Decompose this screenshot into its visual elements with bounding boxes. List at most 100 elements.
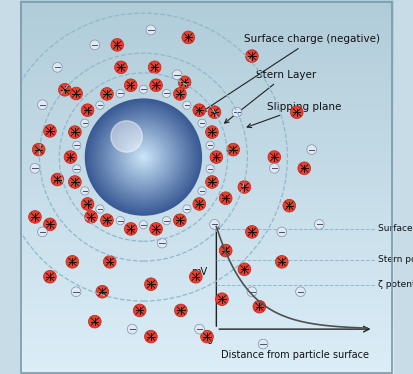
Circle shape — [98, 112, 188, 202]
Bar — [20, 148, 393, 150]
Bar — [20, 122, 393, 123]
Circle shape — [95, 109, 191, 205]
Bar — [20, 137, 393, 138]
Bar — [20, 54, 393, 56]
Bar — [20, 144, 393, 146]
Circle shape — [181, 31, 194, 44]
Bar — [20, 75, 393, 77]
Bar — [20, 71, 393, 73]
Circle shape — [245, 50, 258, 62]
Bar — [20, 288, 393, 290]
Bar — [20, 344, 393, 346]
Bar — [20, 254, 393, 256]
Circle shape — [127, 324, 137, 334]
Bar — [20, 247, 393, 249]
Bar — [20, 314, 393, 316]
Circle shape — [106, 120, 180, 194]
Circle shape — [208, 106, 220, 119]
Circle shape — [100, 214, 113, 227]
Bar — [20, 202, 393, 204]
Bar — [20, 185, 393, 187]
Circle shape — [112, 126, 175, 188]
Circle shape — [138, 152, 148, 162]
Circle shape — [116, 130, 170, 184]
Bar — [20, 333, 393, 335]
Circle shape — [215, 293, 228, 306]
Bar — [20, 361, 393, 363]
Circle shape — [148, 61, 161, 74]
Bar — [20, 239, 393, 241]
Circle shape — [72, 141, 81, 150]
Circle shape — [32, 143, 45, 156]
Bar — [20, 84, 393, 86]
Bar — [20, 105, 393, 107]
Text: Surface charge (negative): Surface charge (negative) — [202, 34, 380, 111]
Circle shape — [116, 89, 124, 98]
Circle shape — [52, 62, 62, 72]
Bar — [20, 138, 393, 140]
Bar — [20, 191, 393, 193]
Bar — [20, 43, 393, 45]
Bar — [20, 294, 393, 295]
Bar — [20, 221, 393, 223]
Bar — [20, 79, 393, 80]
Circle shape — [97, 111, 189, 203]
Circle shape — [93, 107, 194, 208]
Circle shape — [43, 218, 56, 231]
Circle shape — [162, 217, 170, 225]
Bar — [20, 266, 393, 267]
Bar — [20, 151, 393, 153]
Bar — [20, 367, 393, 368]
Bar — [20, 101, 393, 103]
Bar — [20, 41, 393, 43]
Bar — [20, 36, 393, 37]
Bar — [20, 275, 393, 277]
Circle shape — [123, 137, 163, 177]
Circle shape — [38, 100, 47, 110]
Bar — [20, 258, 393, 260]
Bar — [20, 32, 393, 34]
Bar — [20, 234, 393, 236]
Circle shape — [146, 25, 155, 35]
Bar — [20, 273, 393, 275]
Bar — [20, 338, 393, 340]
Circle shape — [282, 199, 295, 212]
Circle shape — [107, 121, 179, 193]
Bar — [20, 372, 393, 374]
Circle shape — [245, 226, 258, 238]
Circle shape — [133, 304, 146, 317]
Bar — [20, 97, 393, 99]
Circle shape — [297, 162, 310, 175]
Circle shape — [103, 117, 183, 197]
Bar — [20, 316, 393, 318]
Circle shape — [71, 287, 81, 297]
Circle shape — [142, 156, 144, 158]
Circle shape — [119, 133, 167, 181]
Bar — [20, 312, 393, 314]
Bar — [20, 127, 393, 129]
Circle shape — [111, 39, 123, 51]
Bar — [20, 342, 393, 344]
Bar — [20, 103, 393, 105]
Bar — [20, 65, 393, 67]
Circle shape — [69, 126, 81, 138]
Circle shape — [131, 145, 156, 169]
Bar — [20, 230, 393, 232]
Bar — [20, 92, 393, 94]
Bar — [20, 166, 393, 168]
Bar — [20, 299, 393, 301]
Text: Stern potential: Stern potential — [377, 255, 413, 264]
Bar — [20, 159, 393, 161]
Bar — [20, 301, 393, 303]
Bar — [20, 204, 393, 206]
Bar — [20, 99, 393, 101]
Bar — [20, 21, 393, 22]
Bar — [20, 271, 393, 273]
Bar — [20, 305, 393, 307]
Text: mV: mV — [190, 267, 206, 277]
Circle shape — [232, 107, 241, 117]
Circle shape — [173, 214, 186, 227]
Bar — [20, 153, 393, 155]
Circle shape — [43, 125, 56, 137]
Bar — [20, 264, 393, 266]
